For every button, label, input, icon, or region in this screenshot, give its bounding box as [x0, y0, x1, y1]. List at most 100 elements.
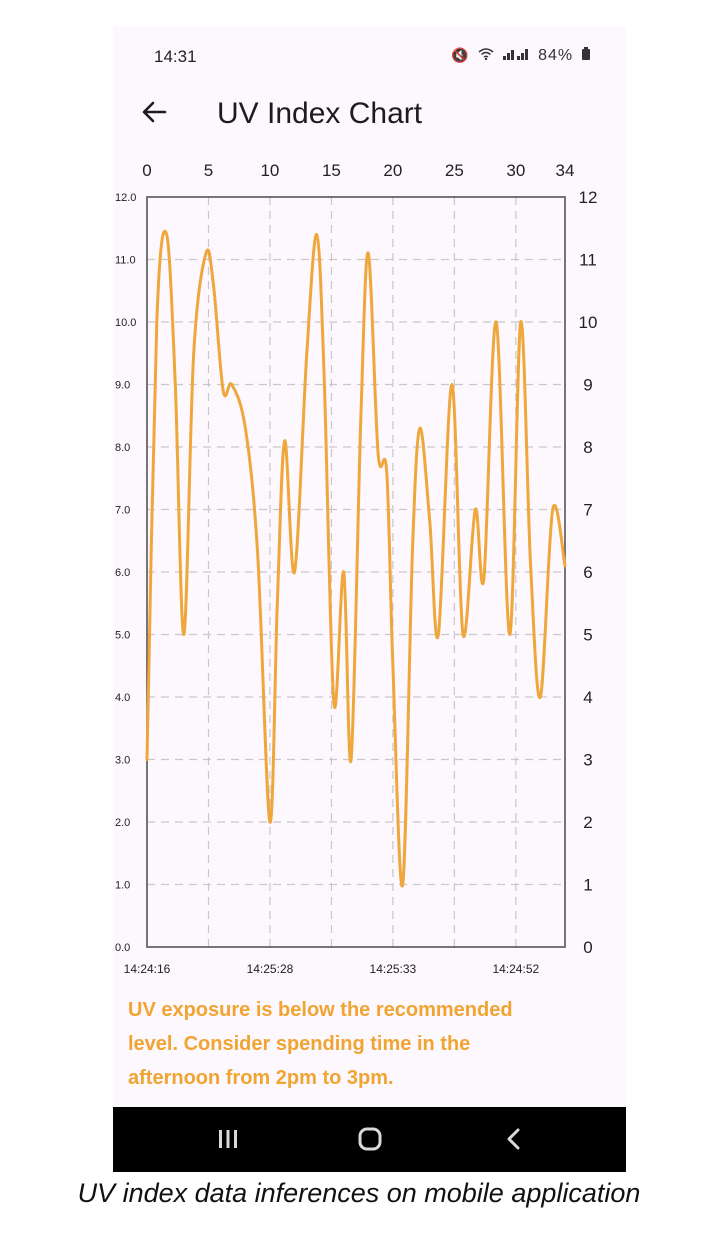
y-right-tick-label: 7 — [583, 501, 592, 520]
y-right-tick-label: 4 — [583, 688, 592, 707]
recents-icon — [219, 1130, 237, 1148]
x-bottom-time-label: 14:24:52 — [492, 962, 539, 976]
uv-data-point — [519, 321, 522, 323]
uv-data-point — [539, 696, 542, 698]
uv-data-point — [183, 633, 185, 636]
uv-data-point — [205, 252, 207, 255]
y-left-tick-label: 9.0 — [115, 380, 130, 392]
nav-back-button[interactable] — [483, 1119, 543, 1159]
x-top-tick-label: 0 — [142, 161, 151, 180]
signal-icon — [503, 47, 534, 63]
status-icons: 🔇 84% — [447, 47, 590, 65]
uv-data-point — [146, 758, 148, 761]
uv-data-point — [231, 383, 233, 386]
uv-data-point — [437, 633, 440, 636]
page-title: UV Index Chart — [217, 97, 423, 130]
uv-data-point — [323, 371, 325, 373]
y-right-tick-label: 2 — [583, 813, 592, 832]
uv-data-point — [192, 352, 195, 355]
uv-data-point — [222, 389, 225, 392]
y-left-tick-label: 3.0 — [115, 755, 130, 767]
uv-data-point — [360, 414, 362, 417]
x-top-tick-label: 25 — [445, 161, 464, 180]
y-left-tick-label: 5.0 — [115, 630, 130, 642]
uv-data-point — [462, 633, 464, 636]
recents-button[interactable] — [198, 1119, 258, 1159]
x-top-tick-label: 30 — [506, 161, 525, 180]
uv-data-point — [483, 577, 485, 580]
wifi-icon — [478, 47, 499, 63]
chart-svg: 0 5 10 15 20 25 30 340.01.02.03.04.05.06.07.08.… — [115, 161, 597, 976]
uv-data-point — [256, 552, 259, 555]
phone-screen: 14:31 🔇 84% UV Index Chart 0 5 10 1 — [113, 27, 626, 1172]
y-right-tick-label: 1 — [583, 876, 592, 895]
battery-percentage: 84% — [538, 47, 574, 64]
uv-index-series-line — [145, 229, 567, 888]
uv-data-point — [385, 471, 388, 473]
uv-data-point — [551, 508, 554, 511]
uv-data-point — [367, 252, 370, 255]
uv-data-point — [411, 546, 414, 548]
uv-advice-message: UV exposure is below the recommended lev… — [128, 993, 588, 1095]
uv-data-point — [293, 571, 296, 573]
uv-data-point — [474, 508, 477, 511]
mute-icon: 🔇 — [450, 47, 470, 63]
uv-data-point — [428, 521, 431, 523]
y-right-tick-label: 11 — [579, 251, 597, 270]
uv-data-point — [333, 702, 335, 705]
uv-data-point — [451, 383, 453, 386]
uv-data-point — [276, 602, 279, 605]
y-right-tick-label: 5 — [583, 626, 592, 645]
y-right-tick-label: 0 — [583, 938, 592, 957]
x-top-tick-label: 5 — [204, 161, 213, 180]
uv-data-point — [564, 564, 566, 567]
x-top-tick-label: 15 — [322, 161, 341, 180]
y-left-tick-label: 11.0 — [115, 255, 136, 267]
status-time: 14:31 — [154, 47, 197, 66]
uv-data-point — [306, 352, 308, 355]
y-left-tick-label: 12.0 — [115, 192, 136, 204]
chart-series — [145, 229, 567, 888]
uv-data-point — [342, 571, 345, 573]
y-right-tick-label: 9 — [583, 376, 592, 395]
y-left-tick-label: 10.0 — [115, 317, 136, 329]
y-right-tick-label: 3 — [583, 751, 592, 770]
system-nav-bar — [113, 1107, 626, 1172]
y-left-tick-label: 1.0 — [115, 880, 130, 892]
x-top-tick-label: 20 — [383, 161, 402, 180]
y-left-tick-label: 7.0 — [115, 505, 130, 517]
y-right-tick-label: 6 — [583, 563, 592, 582]
uv-advice-line-1: UV exposure is below the recommended — [128, 999, 513, 1021]
status-bar: 14:31 🔇 84% — [113, 27, 626, 85]
chart-axes — [146, 196, 566, 948]
home-button[interactable] — [340, 1119, 400, 1159]
x-bottom-time-label: 14:25:28 — [247, 962, 294, 976]
back-button[interactable] — [137, 95, 171, 129]
uv-data-point — [508, 633, 511, 636]
y-left-tick-label: 2.0 — [115, 817, 130, 829]
uv-data-point — [401, 883, 404, 886]
uv-data-point — [529, 564, 532, 567]
x-top-tick-label: 10 — [260, 161, 279, 180]
uv-data-point — [269, 821, 271, 823]
battery-icon — [582, 47, 590, 63]
uv-data-point — [212, 283, 215, 286]
uv-data-point — [174, 383, 177, 386]
x-top-tick-label: 34 — [556, 161, 575, 180]
x-bottom-time-label: 14:25:33 — [370, 962, 417, 976]
x-bottom-time-label: 14:24:16 — [124, 962, 171, 976]
uv-data-point — [392, 664, 394, 667]
uv-advice-line-2: level. Consider spending time in the — [128, 1033, 471, 1055]
y-left-tick-label: 4.0 — [115, 692, 130, 704]
uv-advice-line-3: afternoon from 2pm to 3pm. — [128, 1067, 394, 1089]
chart-tick-labels: 0 5 10 15 20 25 30 340.01.02.03.04.05.06.07.08.… — [115, 161, 597, 976]
arrow-left-icon — [142, 101, 167, 123]
uv-data-point — [315, 233, 318, 236]
y-right-tick-label: 8 — [583, 438, 592, 457]
figure-caption: UV index data inferences on mobile appli… — [77, 1178, 641, 1208]
plot-frame — [146, 196, 566, 948]
back-chevron-icon — [507, 1128, 520, 1150]
uv-data-point — [495, 321, 497, 323]
uv-data-point — [156, 321, 158, 323]
y-left-tick-label: 6.0 — [115, 567, 130, 579]
